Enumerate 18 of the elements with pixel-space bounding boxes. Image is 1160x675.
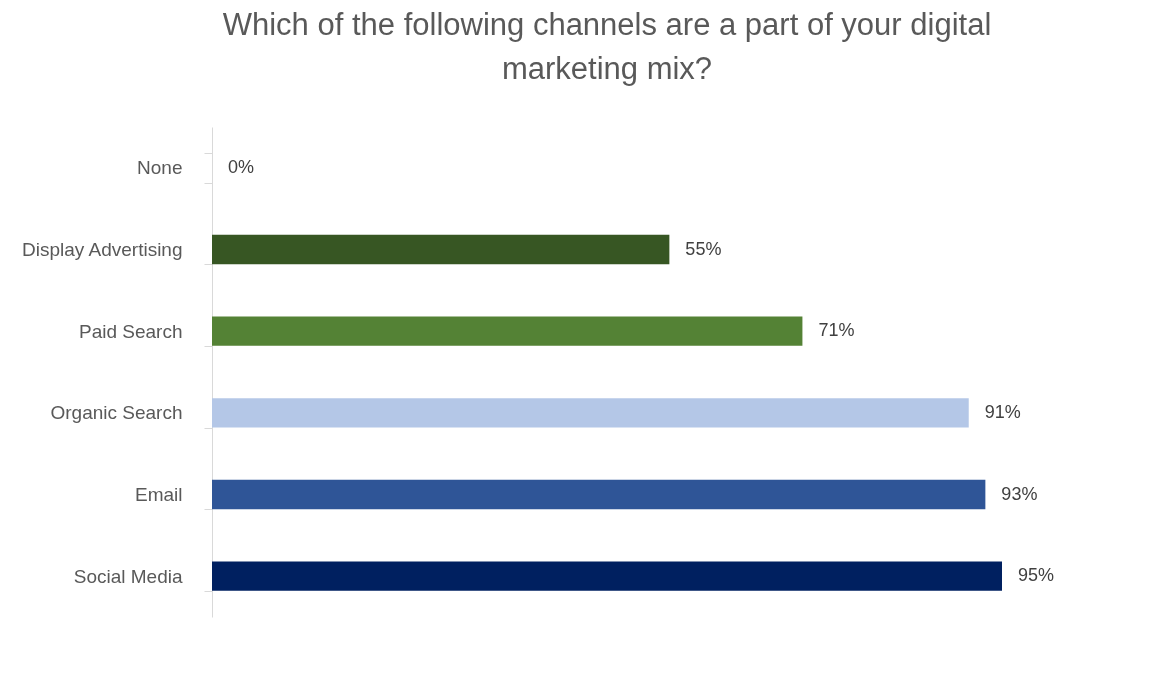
data-label: 95% (1018, 565, 1055, 586)
data-label: 93% (1001, 483, 1038, 504)
y-tick-label: Email (134, 484, 183, 505)
data-label: 71% (818, 320, 855, 341)
data-label: 91% (984, 401, 1021, 422)
chart-title: Which of the following channels are a part of your digital marketing mix? (222, 7, 992, 86)
y-tick-label: Paid Search (78, 320, 183, 342)
bar (212, 398, 969, 428)
bar (212, 479, 986, 510)
y-tick-label: Social Media (73, 565, 183, 587)
bar (212, 234, 670, 265)
y-tick-label: Display Advertising (21, 239, 183, 260)
bar (212, 316, 803, 346)
data-label: 55% (685, 238, 722, 259)
y-tick-label: Organic Search (50, 402, 183, 424)
bar (212, 561, 1002, 591)
y-tick-label: None (137, 157, 183, 179)
data-label: 0% (228, 156, 255, 177)
